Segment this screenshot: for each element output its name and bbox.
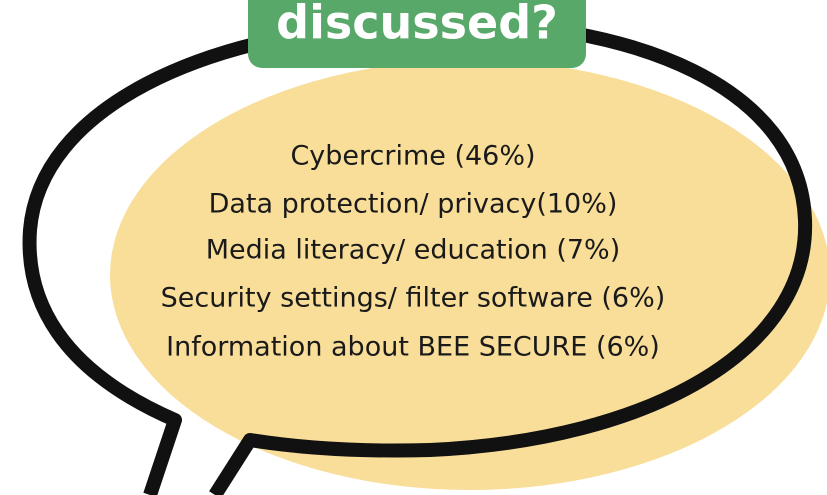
bubble-outline [22,14,813,495]
title-tag [248,0,586,68]
yellow-blob [110,60,827,490]
item: Information about BEE SECURE (6%) [166,332,660,363]
item: Cybercrime (46%) [290,141,535,172]
item: Media literacy/ education (7%) [206,235,620,266]
item: Security settings/ filter software (6%) [161,283,666,314]
item: Data protection/ privacy(10%) [209,189,618,220]
item-list: Cybercrime (46%) Data protection/ privac… [161,141,666,363]
title: discussed? [276,0,558,50]
